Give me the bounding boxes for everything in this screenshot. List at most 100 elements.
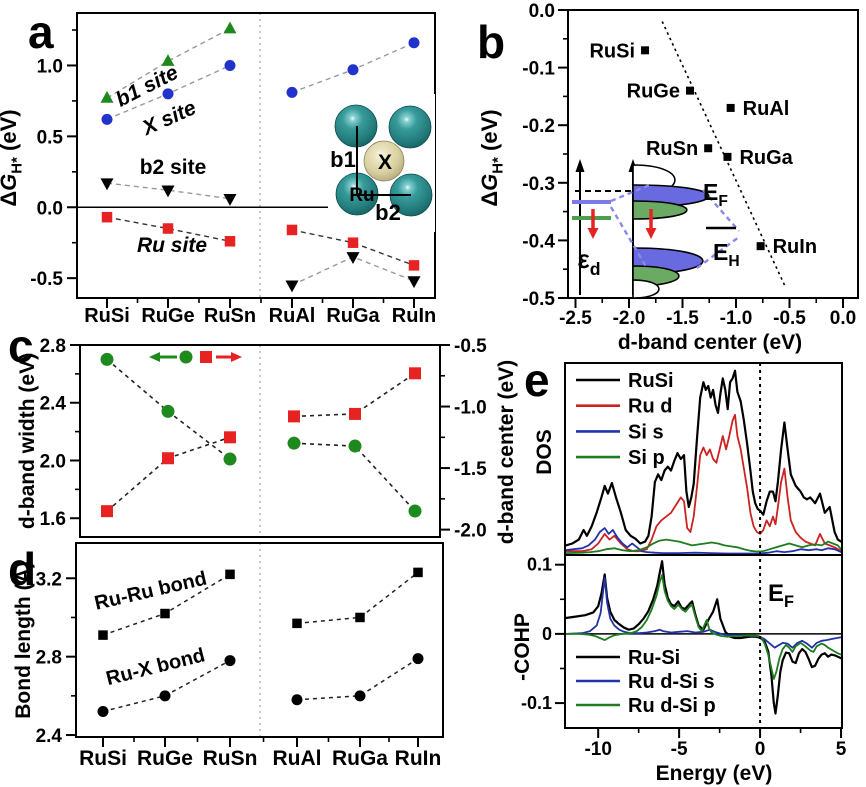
dband-hybridization-inset: εd EF EH xyxy=(572,159,740,299)
point-Ru-site-RuSn xyxy=(224,236,236,247)
series-line-d-band-center xyxy=(106,436,231,512)
point-d-band-center-RuAl xyxy=(288,410,300,423)
x-tick-label: -2.0 xyxy=(613,308,646,329)
panel-c-legend xyxy=(149,350,242,364)
epsilon-d-label: εd xyxy=(577,244,600,279)
dos-legend-label-Ru-d: Ru d xyxy=(628,396,672,418)
dos-legend-label-RuSi: RuSi xyxy=(628,370,674,392)
x-tick-label: -1.5 xyxy=(666,308,699,329)
panel-d-box xyxy=(75,542,444,738)
point-label-RuIn: RuIn xyxy=(773,236,817,258)
y-tick-label: 0.5 xyxy=(37,127,64,148)
y-tick-label: 1.0 xyxy=(37,56,63,77)
x-category-label: RuIn xyxy=(392,305,436,327)
point-label-RuSn: RuSn xyxy=(646,138,698,160)
left-y-tick-label: 1.6 xyxy=(40,509,66,530)
dos-curve-RuSi xyxy=(565,369,842,547)
point-b1-site-RuSi xyxy=(100,90,114,103)
point-d-band-center-RuSn xyxy=(224,431,236,444)
point-Ru-site-RuIn xyxy=(408,260,420,271)
point-d-band-width-RuSi xyxy=(100,352,114,366)
panel-c-right-axis-title: d-band center (eV) xyxy=(495,360,518,544)
panel-e-xaxis-title: Energy (eV) xyxy=(656,762,773,785)
annotation-b2-site: b2 site xyxy=(140,156,207,179)
point-X-site-RuSn xyxy=(224,59,236,71)
inset-label-ru: Ru xyxy=(349,185,374,206)
panel-c: 2.8 2.4 2.0 1.6 -0.5 -1.0 -1.5 -2.0 xyxy=(40,336,488,542)
right-y-tick-label: -2.0 xyxy=(454,521,487,542)
cohp-legend-label-Ru-Si: Ru-Si xyxy=(628,647,680,669)
annotation-Ru-Ru-bond: Ru-Ru bond xyxy=(92,568,208,615)
x-category-label: RuGa xyxy=(332,747,388,770)
y-tick-label: 2.4 xyxy=(36,726,63,747)
x-category-label: RuSn xyxy=(203,747,258,770)
point-X-site-RuGa xyxy=(347,64,359,76)
point-Ru-X-bond-RuSn xyxy=(224,655,236,667)
cohp-y-tick-label: 0.1 xyxy=(527,555,552,575)
cohp-curve-Ru-d-Si-p xyxy=(565,574,842,680)
dos-curve-Ru-d xyxy=(565,413,842,553)
eh-label: EH xyxy=(713,239,740,270)
left-axis-arrowhead xyxy=(149,352,160,362)
x-tick-label: -10 xyxy=(584,739,611,760)
point-Ru-Ru-bond-RuGe xyxy=(160,608,170,619)
dos-lobe xyxy=(632,279,660,299)
series-line-Ru-site xyxy=(106,216,231,242)
point-Ru-X-bond-RuAl xyxy=(291,694,303,706)
panel-e-dos-axis-title: DOS xyxy=(533,429,556,475)
hybridization-dashed-line xyxy=(610,182,653,203)
x-category-label: RuIn xyxy=(395,747,442,770)
inset-axis-arrowhead xyxy=(575,159,585,172)
x-category-label: RuGe xyxy=(137,747,193,770)
point-Ru-Ru-bond-RuSn xyxy=(225,569,235,580)
series-line-b2-site xyxy=(106,182,231,200)
red-shift-arrowhead xyxy=(587,228,599,239)
cohp-y-tick-label: -0.1 xyxy=(521,693,552,713)
panel-c-letter: c xyxy=(8,320,34,372)
dos-legend-label-Si-p: Si p xyxy=(628,447,665,469)
left-y-tick-label: 2.0 xyxy=(40,451,66,472)
point-b2-site-RuGa xyxy=(346,252,360,265)
left-y-tick-label: 2.4 xyxy=(40,394,67,415)
panel-a-letter: a xyxy=(28,6,54,58)
point-d-band-center-RuSi xyxy=(101,505,113,518)
x-category-label: RuAl xyxy=(273,747,322,770)
y-tick-label: -0.1 xyxy=(522,59,555,80)
y-tick-label: 0.0 xyxy=(37,198,63,219)
red-shift-arrowhead xyxy=(645,228,657,239)
point-Ru-X-bond-RuGe xyxy=(159,690,171,702)
hybridization-dashed-line xyxy=(702,189,740,232)
annotation-X-site: X site xyxy=(138,96,200,140)
x-tick-label: -1.0 xyxy=(720,308,753,329)
point-Ru-Ru-bond-RuIn xyxy=(413,567,423,578)
x-tick-label: 5 xyxy=(836,739,847,760)
x-category-label: RuAl xyxy=(269,305,316,327)
panel-c-box xyxy=(79,344,441,538)
annotation-Ru-X-bond: Ru-X bond xyxy=(104,644,207,690)
x-sphere xyxy=(363,140,405,182)
x-category-label: RuSn xyxy=(204,305,256,327)
series-line-Ru-X-bond xyxy=(102,659,231,713)
series-line-d-band-width xyxy=(293,442,416,512)
point-RuGa xyxy=(723,152,732,161)
point-label-RuGe: RuGe xyxy=(627,81,680,103)
panel-b-yaxis-title: ΔGH* (eV) xyxy=(477,109,507,206)
point-Ru-X-bond-RuIn xyxy=(412,653,424,665)
point-X-site-RuAl xyxy=(286,86,298,98)
point-d-band-width-RuGa xyxy=(348,439,362,453)
point-d-band-width-RuIn xyxy=(408,504,422,518)
point-RuGe xyxy=(685,86,694,95)
series-line-Ru-site xyxy=(291,229,415,267)
point-b1-site-RuSn xyxy=(223,21,237,34)
panel-e-cohp-axis-title: -COHP xyxy=(511,613,534,681)
point-b2-site-RuSn xyxy=(223,194,237,206)
ru-sphere xyxy=(388,105,432,149)
point-Ru-Ru-bond-RuGa xyxy=(355,612,365,623)
y-tick-label: 0.0 xyxy=(529,1,555,22)
point-Ru-X-bond-RuGa xyxy=(354,690,366,702)
point-X-site-RuSi xyxy=(101,113,113,125)
